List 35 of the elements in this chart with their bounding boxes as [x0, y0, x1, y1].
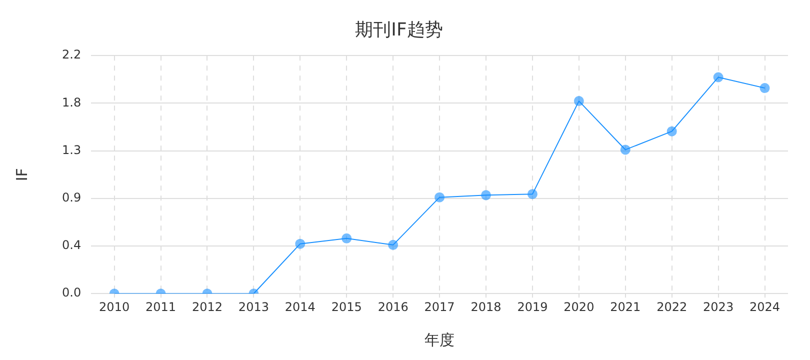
y-tick-label: 1.3: [62, 142, 82, 157]
x-tick-label: 2017: [424, 300, 455, 314]
chart-title: 期刊IF趋势: [355, 19, 443, 40]
x-tick-label: 2015: [331, 300, 362, 314]
point: [760, 83, 770, 94]
point: [666, 126, 677, 136]
point: [481, 190, 492, 200]
point: [295, 238, 306, 249]
point: [574, 96, 584, 106]
x-tick-label: 2014: [284, 300, 316, 314]
y-axis-title: IF: [12, 168, 31, 182]
x-tick-label: 2024: [749, 300, 780, 314]
point: [388, 240, 398, 250]
point: [527, 189, 538, 200]
x-tick-label: 2012: [192, 300, 223, 314]
x-axis-title: 年度: [424, 330, 455, 349]
x-tick-label: 2022: [656, 300, 688, 314]
y-tick-label: 0.4: [62, 238, 82, 252]
point: [434, 192, 445, 202]
y-tick-label: 2.2: [62, 48, 82, 62]
x-tick-label: 2010: [99, 300, 130, 314]
y-tick-label: 1.8: [62, 95, 82, 110]
point: [620, 144, 630, 155]
x-tick-label: 2023: [703, 300, 734, 314]
x-tick-label: 2020: [564, 300, 594, 314]
y-tick-label: 0.9: [62, 190, 82, 205]
x-tick-label: 2011: [146, 300, 176, 314]
point: [713, 72, 724, 82]
point: [342, 233, 352, 244]
x-tick-label: 2013: [238, 300, 269, 314]
x-tick-label: 2019: [517, 300, 548, 314]
x-tick-label: 2018: [470, 300, 502, 314]
y-tick-label: 0.0: [62, 286, 82, 300]
x-tick-label: 2021: [610, 300, 641, 314]
x-tick-label: 2016: [378, 300, 408, 314]
